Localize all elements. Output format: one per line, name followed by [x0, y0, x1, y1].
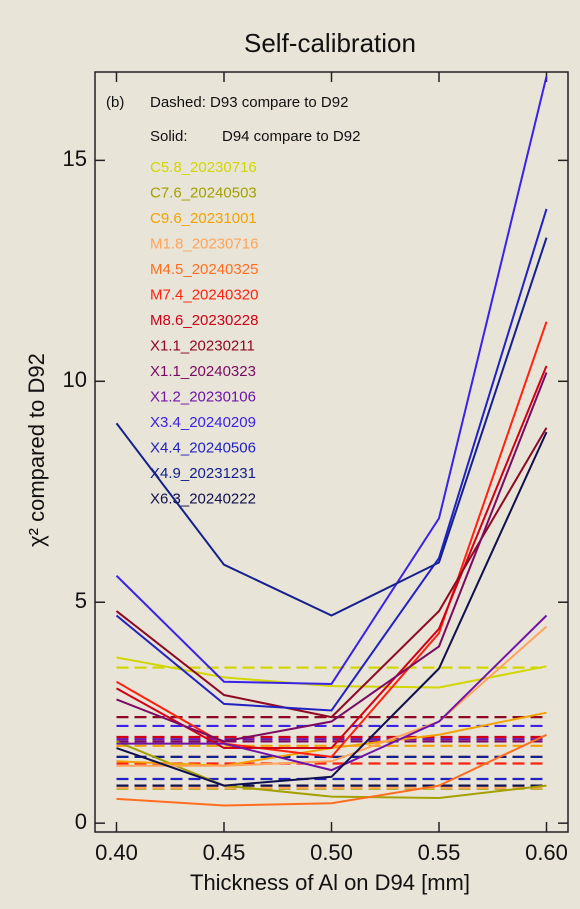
x-tick-label: 0.60	[525, 840, 568, 865]
legend-entry: X1.2_20230106	[150, 388, 256, 405]
legend-entry: M1.8_20230716	[150, 235, 258, 252]
x-tick-label: 0.55	[418, 840, 461, 865]
x-axis-label: Thickness of Al on D94 [mm]	[190, 870, 470, 895]
legend-entry: X4.4_20240506	[150, 439, 256, 456]
legend-entry: M4.5_20240325	[150, 261, 258, 278]
legend-entry: X1.1_20240323	[150, 363, 256, 380]
legend-entry: M7.4_20240320	[150, 286, 258, 303]
legend-entry: M8.6_20230228	[150, 312, 258, 329]
legend-solid-label: Solid:	[150, 128, 188, 145]
legend-entry: X1.1_20230211	[150, 337, 255, 354]
chart: Self-calibration Thickness of Al on D94 …	[0, 0, 580, 909]
y-tick-label: 15	[63, 146, 87, 171]
x-tick-label: 0.50	[310, 840, 353, 865]
legend-solid-text: D94 compare to D92	[222, 128, 360, 145]
legend-entry: C7.6_20240503	[150, 184, 257, 201]
legend-entry: X6.3_20240222	[150, 490, 256, 507]
y-tick-label: 5	[75, 588, 87, 613]
legend-entry: X3.4_20240209	[150, 414, 256, 431]
x-tick-label: 0.45	[203, 840, 246, 865]
chart-title: Self-calibration	[244, 28, 416, 58]
y-tick-label: 0	[75, 809, 87, 834]
x-tick-label: 0.40	[95, 840, 138, 865]
legend-entry: X4.9_20231231	[150, 465, 256, 482]
y-tick-label: 10	[63, 367, 87, 392]
y-axis-label: χ² compared to D92	[24, 353, 49, 547]
legend-dashed: Dashed: D93 compare to D92	[150, 94, 348, 111]
panel-label: (b)	[106, 94, 124, 111]
legend-entry: C9.6_20231001	[150, 210, 257, 227]
legend-entry: C5.8_20230716	[150, 159, 257, 176]
